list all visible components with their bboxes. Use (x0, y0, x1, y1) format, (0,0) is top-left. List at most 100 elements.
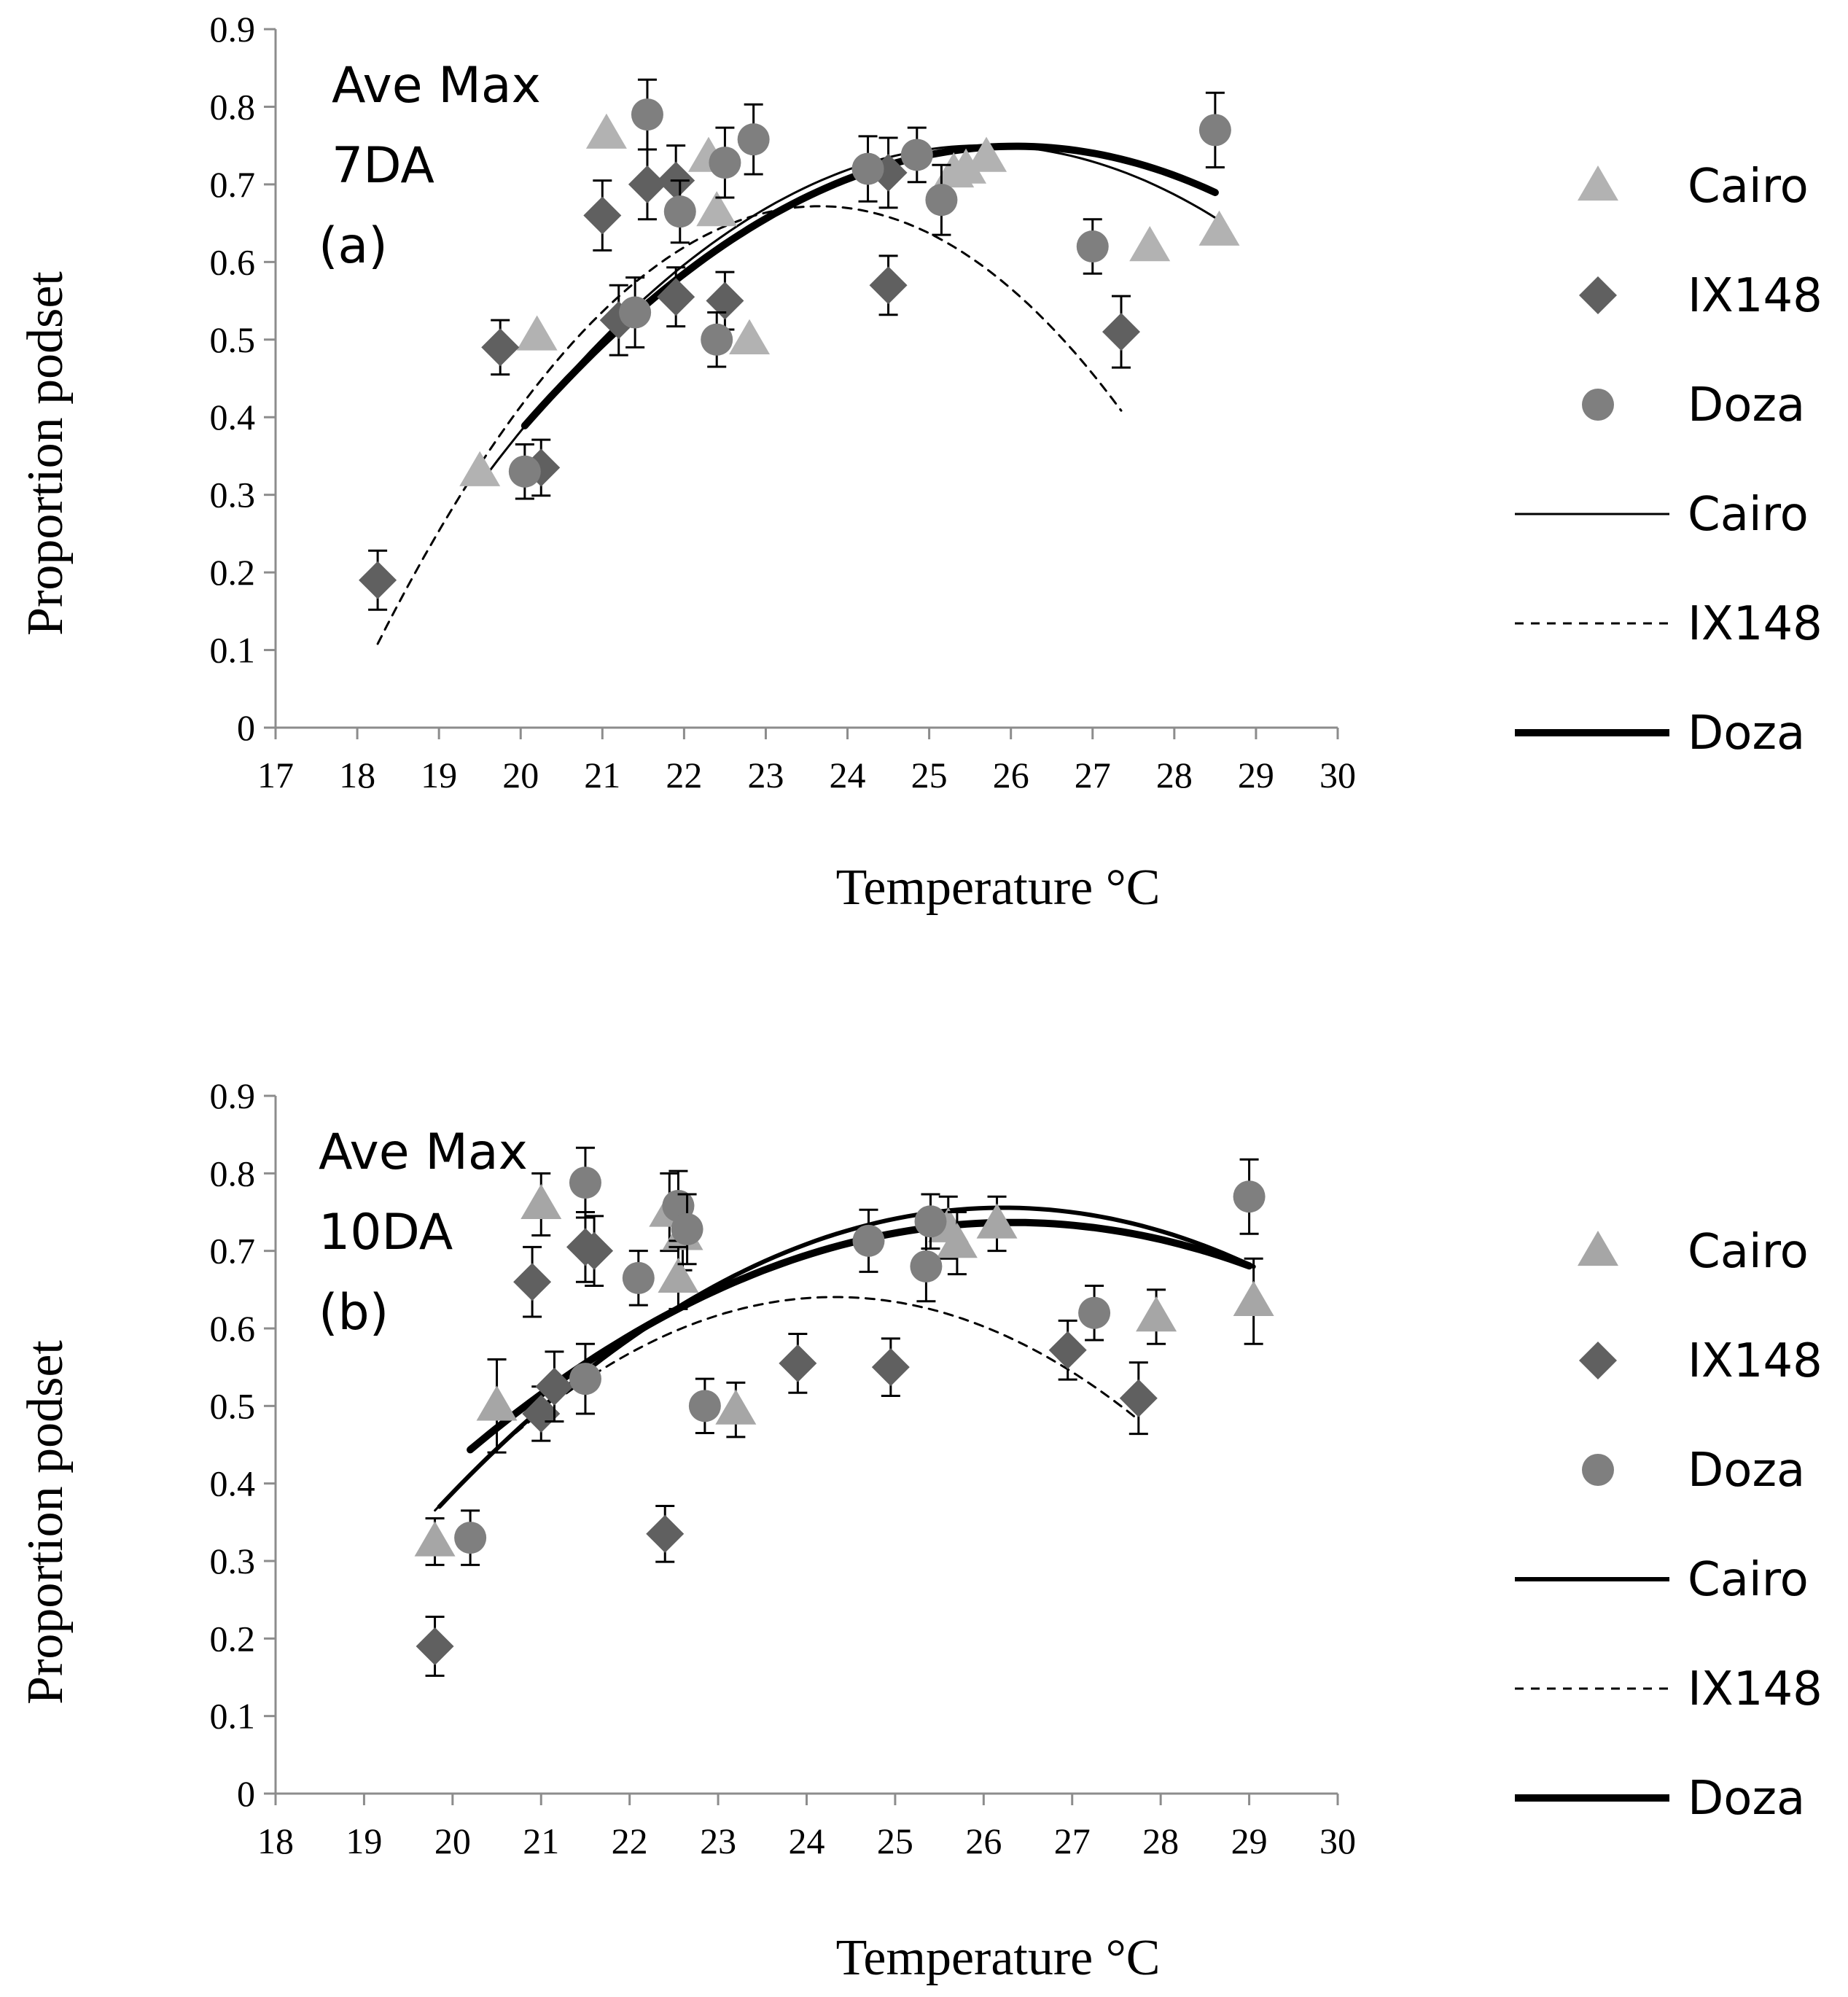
y-tick-label: 0.2 (210, 1618, 256, 1659)
y-tick-label: 0.3 (210, 475, 256, 515)
data-point-cairo (1136, 1296, 1177, 1332)
data-point-cairo (936, 1223, 978, 1258)
y-tick-label: 0.1 (210, 1696, 256, 1737)
data-point-ix148 (575, 1231, 614, 1270)
data-point-ix148 (416, 1627, 454, 1665)
data-point-cairo (966, 136, 1007, 172)
x-tick-label: 21 (523, 1821, 559, 1861)
data-point-doza (852, 1224, 885, 1257)
x-tick-label: 17 (257, 755, 294, 795)
annotation-b-line2: 10DA (319, 1204, 453, 1261)
y-tick-label: 0.5 (210, 1385, 256, 1426)
axes-b: 0 0.1 0.2 0.3 0.4 0.5 0.6 0.7 0.8 0.9 18 19 20 21 22 23… (210, 1075, 1357, 1861)
data-point-ix148 (359, 561, 397, 599)
y-tick-label: 0.7 (210, 164, 256, 205)
data-point-doza (688, 1390, 721, 1422)
x-tick-label: 23 (747, 755, 784, 795)
legend-label-cairo: Cairo (1688, 488, 1809, 542)
x-tick-label: 18 (339, 755, 375, 795)
data-point-cairo (1198, 210, 1240, 246)
data-point-doza (910, 1250, 943, 1282)
data-point-ix148 (481, 328, 520, 367)
data-point-doza (569, 1363, 601, 1395)
data-point-doza (671, 1212, 703, 1245)
annotation-a-line1: Ave Max (332, 57, 541, 114)
x-tick-label: 21 (584, 755, 620, 795)
legend-marker-ix148 (1579, 276, 1617, 314)
x-tick-label: 24 (789, 1821, 825, 1861)
data-point-cairo (521, 1183, 562, 1220)
y-tick-label: 0.5 (210, 319, 256, 360)
legend-label-ix148: IX148 (1688, 1662, 1822, 1716)
data-point-ix148 (779, 1344, 817, 1382)
data-point-doza (454, 1522, 487, 1554)
data-point-doza (569, 1167, 601, 1199)
y-tick-label: 0.4 (210, 1463, 256, 1504)
data-point-ix148 (869, 266, 908, 305)
data-point-ix148 (535, 1367, 574, 1406)
legend-label-ix148: IX148 (1688, 269, 1822, 323)
data-point-ix148 (1119, 1379, 1158, 1417)
data-point-doza (737, 123, 770, 156)
legend-marker-ix148 (1579, 1342, 1617, 1379)
y-tick-label: 0.6 (210, 241, 256, 282)
x-tick-label: 27 (1075, 755, 1111, 795)
x-tick-label: 26 (993, 755, 1029, 795)
data-point-doza (1076, 230, 1109, 263)
annotation-a-line3: (a) (319, 217, 388, 275)
data-point-doza (701, 323, 733, 356)
data-point-ix148 (657, 278, 695, 316)
legend-marker-doza (1582, 389, 1614, 421)
data-point-cairo (729, 319, 771, 354)
legend-label-cairo: Cairo (1688, 1553, 1809, 1607)
annotation-b-line3: (b) (319, 1284, 389, 1342)
x-axis-title-b: Temperature °C (836, 1930, 1161, 1986)
data-point-doza (1233, 1180, 1266, 1213)
legend-b: Cairo IX148 Doza Cairo IX148 Doza (1515, 1225, 1822, 1826)
y-tick-label: 0 (237, 1773, 255, 1814)
data-point-doza (851, 152, 884, 185)
legend-marker-doza (1582, 1454, 1614, 1486)
y-tick-label: 0 (237, 707, 255, 748)
x-tick-label: 25 (911, 755, 948, 795)
x-tick-label: 30 (1319, 1821, 1356, 1861)
y-tick-label: 0.8 (210, 1153, 256, 1194)
y-tick-label: 0.8 (210, 86, 256, 127)
annotation-a-line2: 7DA (332, 137, 434, 195)
fit-lines-b (434, 1205, 1256, 1512)
data-point-ix148 (628, 165, 666, 203)
legend-label-doza: Doza (1688, 378, 1805, 432)
x-tick-label: 29 (1238, 755, 1274, 795)
data-point-cairo (1233, 1280, 1274, 1316)
data-point-doza (914, 1205, 947, 1238)
x-tick-label: 22 (612, 1821, 648, 1861)
data-point-doza (663, 195, 696, 228)
y-axis-title-b: Proportion podset (17, 1340, 74, 1705)
data-point-cairo (585, 113, 627, 149)
x-tick-label: 24 (830, 755, 866, 795)
legend-label-cairo: Cairo (1688, 1225, 1809, 1279)
data-point-cairo (715, 1389, 757, 1425)
data-point-doza (925, 184, 958, 217)
data-point-ix148 (513, 1263, 552, 1301)
data-point-doza (631, 98, 663, 131)
y-axis-title-a: Proportion podset (17, 271, 74, 636)
y-tick-label: 0.3 (210, 1541, 256, 1581)
data-points-b (414, 1146, 1274, 1677)
legend-label-doza: Doza (1688, 1772, 1805, 1826)
x-axis-title-a: Temperature °C (836, 860, 1161, 916)
x-tick-label: 19 (421, 755, 457, 795)
data-point-cairo (946, 148, 987, 184)
y-tick-label: 0.2 (210, 552, 256, 593)
data-point-cairo (1129, 226, 1171, 262)
y-tick-label: 0.7 (210, 1231, 256, 1272)
data-point-ix148 (1048, 1331, 1087, 1369)
x-tick-label: 26 (965, 1821, 1002, 1861)
x-tick-label: 22 (666, 755, 702, 795)
y-tick-label: 0.4 (210, 397, 256, 437)
x-tick-label: 28 (1156, 755, 1193, 795)
legend-label-cairo: Cairo (1688, 160, 1809, 214)
chart-panel-a: 0 0.1 0.2 0.3 0.4 0.5 0.6 0.7 0.8 0.9 17 18 19 20 21 22… (17, 9, 1822, 916)
data-point-doza (1198, 114, 1231, 147)
